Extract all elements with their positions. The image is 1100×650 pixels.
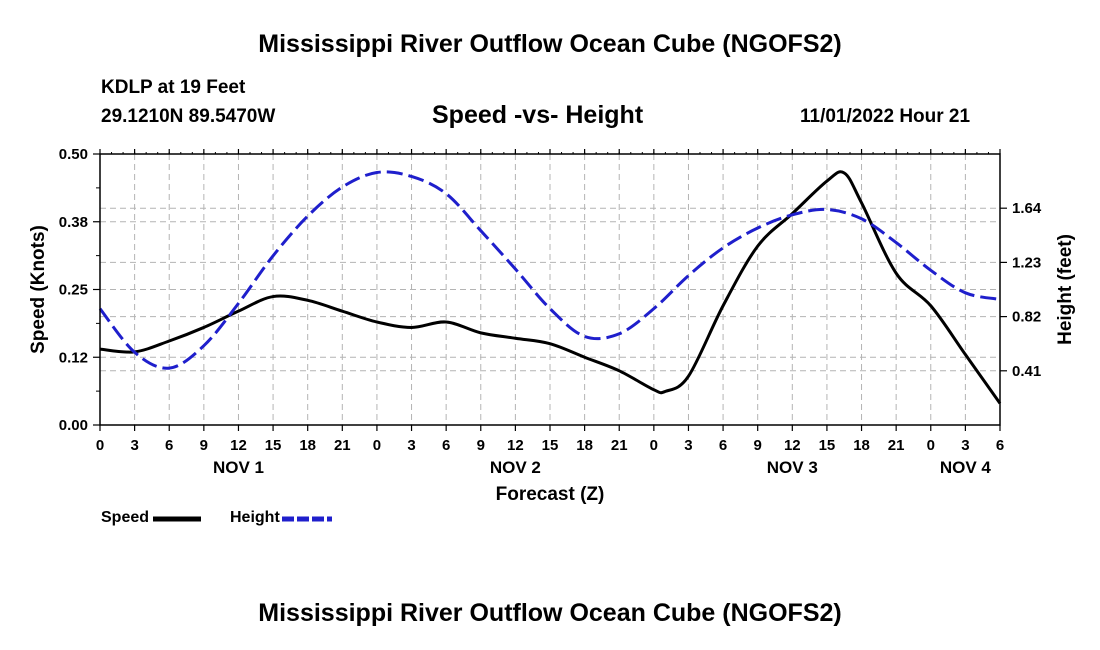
- x-tick-label: 21: [611, 437, 628, 454]
- grid-lines: [100, 154, 1000, 425]
- chart-subtitle: Speed -vs- Height: [432, 101, 644, 129]
- x-tick-label: 15: [265, 437, 282, 454]
- forecast-datetime: 11/01/2022 Hour 21: [800, 106, 971, 127]
- x-tick-label: 12: [230, 437, 247, 454]
- x-tick-label: 18: [299, 437, 316, 454]
- y-right-tick-label: 1.64: [1012, 200, 1042, 217]
- x-tick-label: 6: [719, 437, 727, 454]
- x-tick-label: 15: [542, 437, 559, 454]
- axis-labels: 0 3 6 9 12 15 18 21 0 3 6 9 12 15 18 21 0 3 6 9 12 15 18 21 0 3 6N…: [28, 146, 1076, 505]
- x-tick-label: 6: [996, 437, 1004, 454]
- y-left-tick-label: 0.00: [59, 417, 88, 434]
- legend-height-label: Height: [230, 509, 280, 526]
- x-tick-label: 0: [927, 437, 935, 454]
- y-right-tick-label: 0.82: [1012, 309, 1041, 326]
- series-lines: [98, 170, 1002, 405]
- day-label: NOV 4: [940, 458, 992, 477]
- station-label: KDLP at 19 Feet: [101, 77, 246, 98]
- y-left-axis-title: Speed (Knots): [28, 225, 49, 354]
- height-series-line: [98, 170, 1001, 370]
- y-left-tick-label: 0.38: [59, 214, 88, 231]
- y-right-axis-title: Height (feet): [1055, 234, 1076, 345]
- legend-speed-swatch: [153, 516, 202, 522]
- y-left-tick-label: 0.12: [59, 349, 88, 366]
- y-left-tick-label: 0.25: [59, 282, 88, 299]
- x-tick-label: 0: [650, 437, 658, 454]
- x-tick-label: 21: [888, 437, 905, 454]
- y-left-tick-label: 0.50: [59, 146, 88, 163]
- x-tick-label: 18: [576, 437, 593, 454]
- x-tick-label: 15: [819, 437, 836, 454]
- x-tick-label: 0: [373, 437, 381, 454]
- x-tick-label: 3: [684, 437, 692, 454]
- chart-title: Mississippi River Outflow Ocean Cube (NG…: [258, 30, 842, 58]
- x-tick-label: 3: [130, 437, 138, 454]
- day-label: NOV 2: [490, 458, 541, 477]
- x-tick-label: 21: [334, 437, 351, 454]
- x-tick-label: 12: [507, 437, 524, 454]
- legend-speed-label: Speed: [101, 509, 150, 526]
- legend-height: Height: [230, 509, 334, 527]
- day-label: NOV 3: [767, 458, 818, 477]
- x-axis-title: Forecast (Z): [496, 484, 605, 505]
- plot-frame: [99, 153, 1001, 426]
- y-right-tick-label: 0.41: [1012, 363, 1041, 380]
- legend-height-swatch: [281, 516, 332, 522]
- footer-title: Mississippi River Outflow Ocean Cube (NG…: [258, 599, 842, 627]
- x-tick-label: 0: [96, 437, 104, 454]
- x-tick-label: 3: [961, 437, 969, 454]
- legend-speed: Speed: [101, 509, 203, 527]
- x-tick-label: 6: [442, 437, 450, 454]
- speed-series-line: [99, 170, 1002, 405]
- x-tick-label: 9: [754, 437, 762, 454]
- x-tick-label: 18: [853, 437, 870, 454]
- x-tick-label: 12: [784, 437, 801, 454]
- x-tick-label: 9: [200, 437, 208, 454]
- day-label: NOV 1: [213, 458, 264, 477]
- x-tick-label: 9: [477, 437, 485, 454]
- x-tick-label: 3: [407, 437, 415, 454]
- coordinates-label: 29.1210N 89.5470W: [101, 106, 276, 127]
- x-tick-label: 6: [165, 437, 173, 454]
- y-right-tick-label: 1.23: [1012, 254, 1041, 271]
